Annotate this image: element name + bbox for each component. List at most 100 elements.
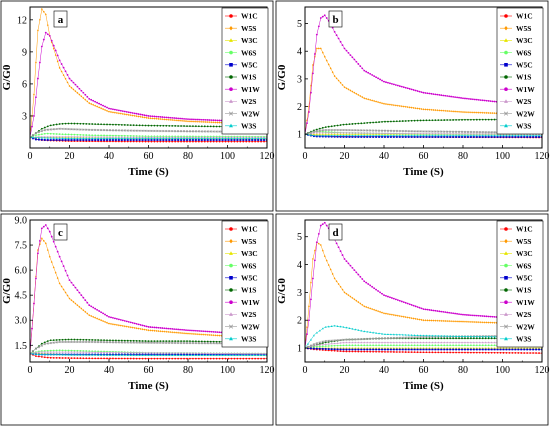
data-point <box>491 100 494 103</box>
data-point <box>443 341 446 344</box>
data-point <box>144 124 147 127</box>
data-point <box>162 136 165 139</box>
data-point <box>493 134 496 137</box>
data-point <box>463 335 466 338</box>
legend-marker <box>504 239 508 244</box>
data-point <box>499 134 502 137</box>
data-point <box>135 351 138 354</box>
data-point <box>312 347 315 350</box>
data-point <box>369 131 372 134</box>
data-point <box>348 338 351 341</box>
data-point <box>419 130 422 133</box>
data-point <box>79 351 82 353</box>
data-point <box>410 134 413 137</box>
data-point <box>68 297 71 300</box>
data-point <box>40 138 43 141</box>
y-axis-title: G/G0 <box>1 64 13 90</box>
data-point <box>84 299 87 302</box>
data-point <box>98 310 101 312</box>
data-point <box>440 130 443 133</box>
data-point <box>145 325 148 328</box>
data-point <box>463 341 466 344</box>
data-point <box>108 107 110 110</box>
data-point <box>215 137 218 140</box>
data-point <box>384 136 386 138</box>
data-point <box>406 106 409 109</box>
data-point <box>248 352 251 355</box>
data-point <box>351 341 354 344</box>
legend-entry-W2S: W2S <box>225 310 256 319</box>
data-point <box>383 341 386 344</box>
data-point <box>168 124 171 127</box>
data-point <box>209 340 212 343</box>
data-point <box>82 340 85 344</box>
data-point <box>209 136 212 139</box>
x-tick-label: 20 <box>65 365 75 376</box>
data-point <box>339 344 342 347</box>
data-point <box>484 134 487 137</box>
data-point <box>167 330 170 334</box>
data-point <box>183 125 185 127</box>
data-point <box>175 117 178 120</box>
data-point <box>484 351 487 354</box>
data-point <box>404 341 407 344</box>
data-point <box>58 357 61 359</box>
data-point <box>233 140 236 143</box>
data-point <box>206 130 209 133</box>
data-point <box>360 133 363 135</box>
data-point <box>171 341 174 345</box>
data-point <box>372 132 375 134</box>
data-point <box>135 115 138 118</box>
data-point <box>85 353 88 356</box>
data-point <box>74 90 77 93</box>
data-point <box>360 122 363 125</box>
data-point <box>214 119 217 122</box>
data-point <box>191 341 195 345</box>
data-point <box>444 319 447 323</box>
data-point <box>391 82 393 85</box>
data-point <box>468 320 470 323</box>
data-point <box>473 98 476 101</box>
data-point <box>112 357 114 360</box>
data-point <box>434 309 437 312</box>
data-point <box>58 353 61 356</box>
data-point <box>80 294 83 297</box>
data-point <box>70 353 73 356</box>
data-point <box>92 99 95 102</box>
legend-entry-W3C: W3C <box>500 249 533 258</box>
data-point <box>99 128 103 132</box>
data-point <box>147 129 150 133</box>
legend-marker <box>504 38 508 42</box>
data-point <box>171 116 174 119</box>
data-point <box>88 139 91 141</box>
data-point <box>481 348 484 351</box>
data-point <box>487 321 490 324</box>
data-point <box>52 356 55 359</box>
data-point <box>180 354 183 357</box>
data-point <box>312 134 315 137</box>
data-point <box>378 348 380 351</box>
data-point <box>144 129 147 133</box>
data-point <box>458 337 460 340</box>
data-point <box>493 100 496 103</box>
data-point <box>466 335 469 338</box>
data-point <box>156 139 159 141</box>
data-point <box>159 351 162 354</box>
data-point <box>56 54 59 57</box>
series-W5C <box>30 136 267 141</box>
data-point <box>369 284 372 287</box>
data-point <box>180 137 183 140</box>
data-point <box>168 137 171 140</box>
data-point <box>490 337 493 340</box>
data-point <box>141 354 144 357</box>
data-point <box>98 102 101 105</box>
data-point <box>389 296 391 299</box>
data-point <box>70 133 73 136</box>
data-point <box>153 137 156 140</box>
data-point <box>147 351 150 354</box>
data-point <box>342 338 345 341</box>
data-point <box>163 330 166 333</box>
data-point <box>375 76 377 79</box>
data-point <box>233 139 236 141</box>
data-point <box>112 140 114 143</box>
